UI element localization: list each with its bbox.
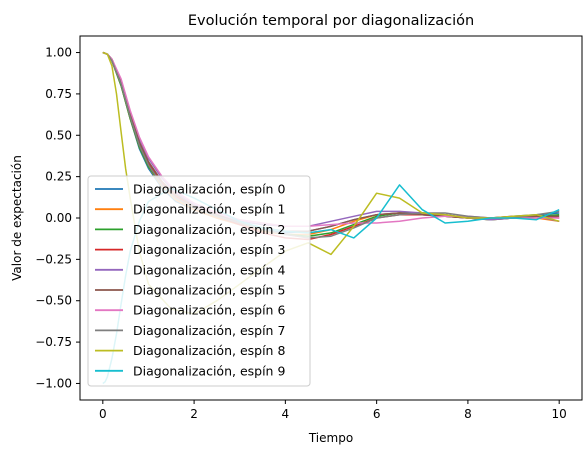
legend-label: Diagonalización, espín 3 bbox=[133, 242, 285, 257]
legend-label: Diagonalización, espín 5 bbox=[133, 283, 285, 298]
y-tick-label: −0.75 bbox=[35, 335, 72, 349]
y-tick-label: 0.50 bbox=[45, 128, 72, 142]
y-tick-label: 0.25 bbox=[45, 170, 72, 184]
ticks-layer: 0 2 4 6 8 10 1.00 0.75 0.50 0.25 0.00 −0.25 −0.50 −0.… bbox=[35, 46, 567, 421]
y-tick-label: −0.25 bbox=[35, 252, 72, 266]
legend-label: Diagonalización, espín 1 bbox=[133, 202, 285, 217]
chart-title: Evolución temporal por diagonalización bbox=[188, 13, 474, 29]
x-tick-label: 8 bbox=[464, 407, 472, 421]
y-axis-label: Valor de expectación bbox=[10, 155, 24, 281]
y-tick-label: −1.00 bbox=[35, 376, 72, 390]
legend-label: Diagonalización, espín 0 bbox=[133, 182, 285, 197]
legend-label: Diagonalización, espín 2 bbox=[133, 222, 285, 237]
y-tick-label: −0.50 bbox=[35, 294, 72, 308]
x-axis-label: Tiempo bbox=[308, 431, 353, 445]
y-tick-label: 0.00 bbox=[45, 211, 72, 225]
y-tick-label: 1.00 bbox=[45, 46, 72, 60]
legend-label: Diagonalización, espín 8 bbox=[133, 343, 285, 358]
x-tick-label: 6 bbox=[373, 407, 381, 421]
x-tick-label: 4 bbox=[282, 407, 290, 421]
x-tick-label: 0 bbox=[99, 407, 107, 421]
x-tick-label: 10 bbox=[552, 407, 567, 421]
legend: Diagonalización, espín 0 Diagonalización,… bbox=[87, 175, 311, 387]
legend-label: Diagonalización, espín 7 bbox=[133, 323, 285, 338]
legend-label: Diagonalización, espín 4 bbox=[133, 262, 285, 277]
y-tick-label: 0.75 bbox=[45, 87, 72, 101]
legend-label: Diagonalización, espín 6 bbox=[133, 303, 285, 318]
legend-box bbox=[87, 175, 311, 387]
legend-label: Diagonalización, espín 9 bbox=[133, 363, 285, 378]
x-tick-label: 2 bbox=[190, 407, 198, 421]
